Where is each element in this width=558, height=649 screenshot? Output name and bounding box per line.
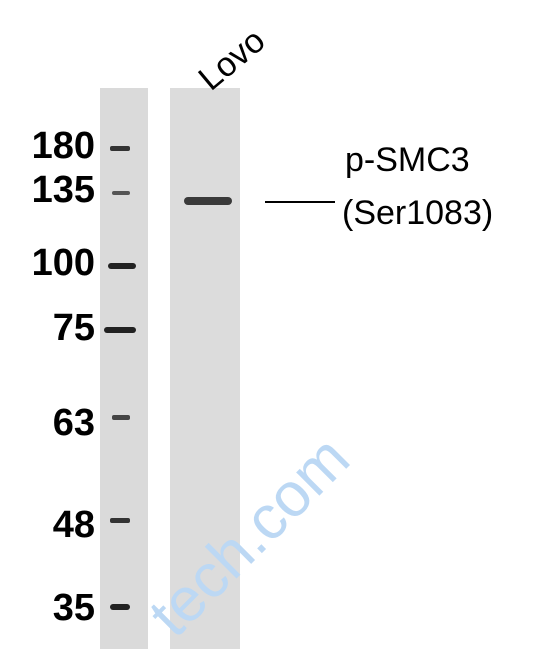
marker-label: 100	[32, 242, 95, 284]
band-label: (Ser1083)	[342, 194, 493, 232]
blot-figure: Lovo 180 135 100 75 63 48 35 p-SMC3 (Ser…	[0, 0, 558, 649]
marker-label: 75	[53, 307, 95, 349]
target-band	[184, 197, 232, 205]
marker-label: 35	[53, 587, 95, 629]
ladder-lane	[100, 88, 148, 649]
marker-label: 135	[32, 169, 95, 211]
band-label: p-SMC3	[345, 141, 470, 179]
marker-label: 180	[32, 125, 95, 167]
marker-label: 48	[53, 504, 95, 546]
marker-label: 63	[53, 402, 95, 444]
